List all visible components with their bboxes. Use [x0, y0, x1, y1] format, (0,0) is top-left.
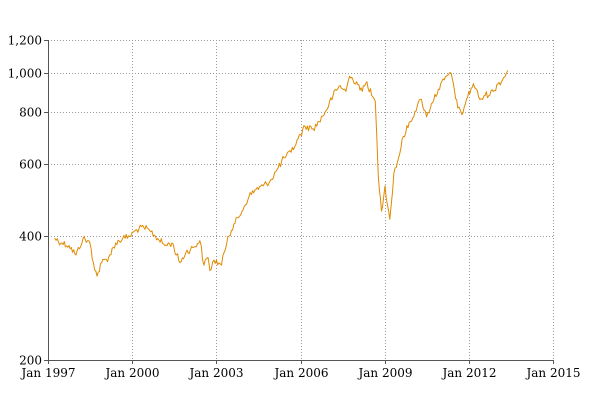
- x-tick-label: Jan 2006: [272, 366, 328, 380]
- series-line: [54, 70, 509, 277]
- x-tick-label: Jan 2012: [440, 366, 496, 380]
- x-tick-label: Jan 2000: [103, 366, 159, 380]
- y-tick-label: 1,200: [8, 34, 42, 48]
- y-tick-label: 1,000: [8, 67, 42, 81]
- y-tick-label: 800: [19, 106, 42, 120]
- y-tick-label: 600: [19, 158, 42, 172]
- x-tick-label: Jan 2015: [524, 366, 580, 380]
- x-tick-label: Jan 2003: [187, 366, 243, 380]
- x-tick-label: Jan 1997: [19, 366, 75, 380]
- y-tick-label: 400: [19, 230, 42, 244]
- series: [54, 70, 509, 277]
- grid: [48, 40, 554, 361]
- x-tick-label: Jan 2009: [356, 366, 412, 380]
- tick-labels: 200 400 600 800 1,000 1,200 Jan 1997 Jan 2000 Ja…: [8, 34, 581, 381]
- axes: [44, 40, 554, 364]
- y-tick-label: 200: [19, 354, 42, 368]
